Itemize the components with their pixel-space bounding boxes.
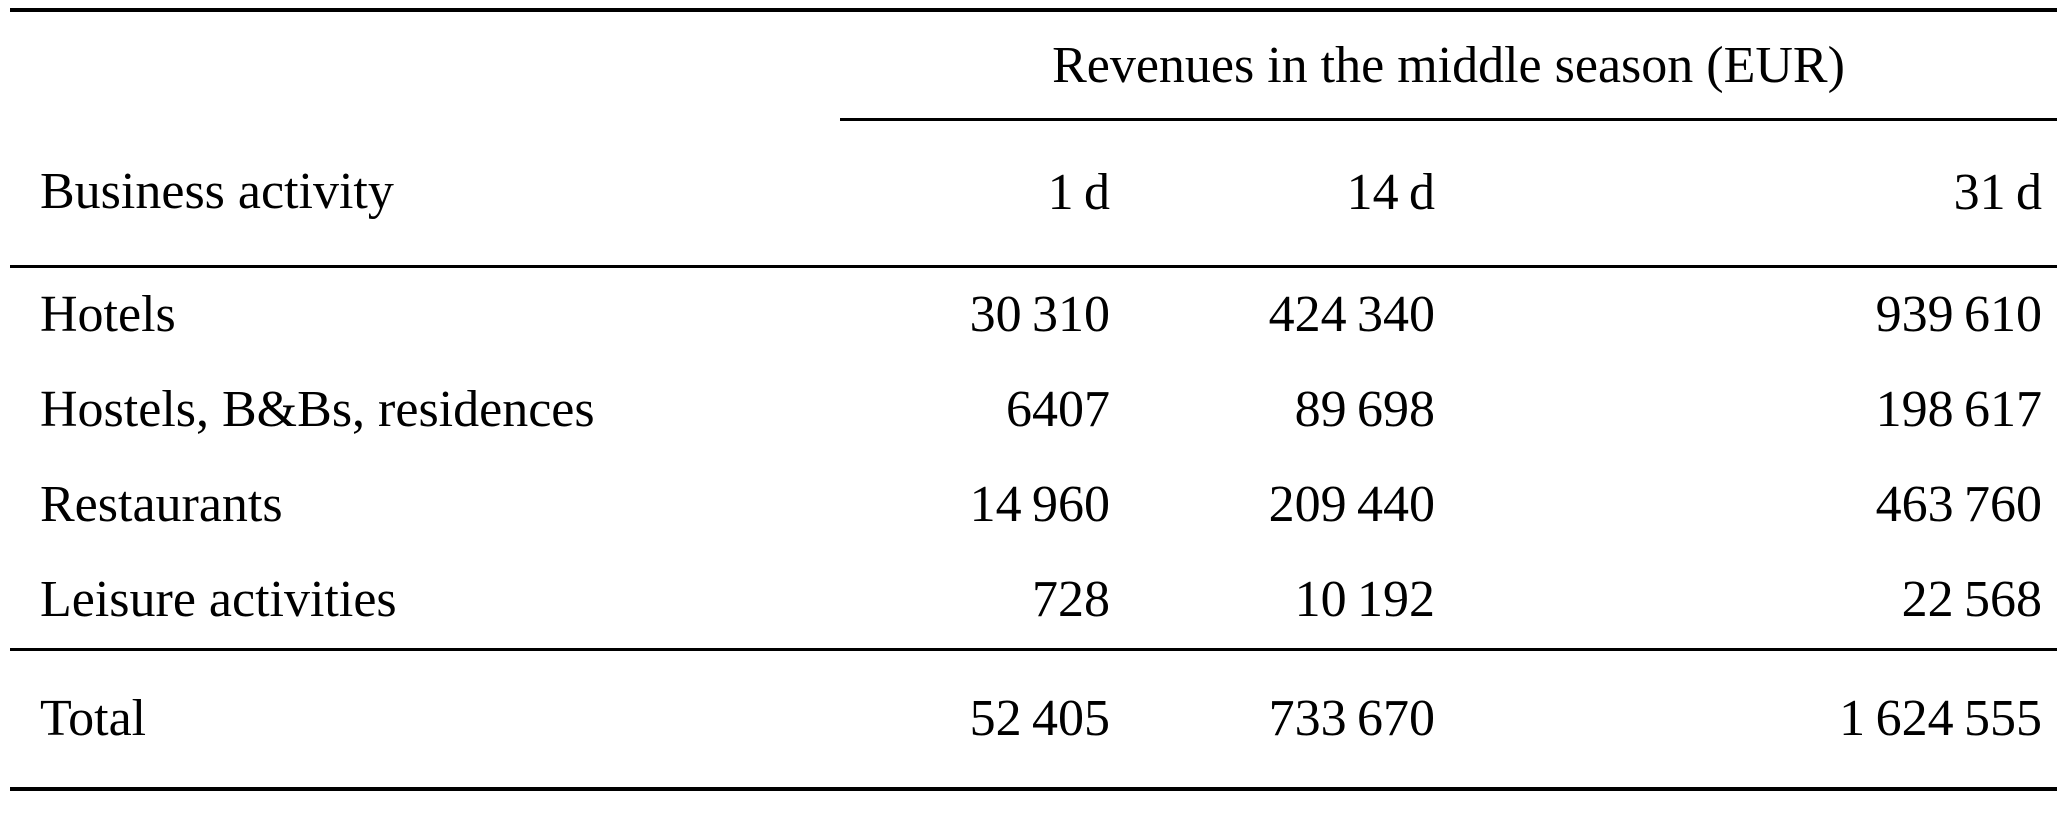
cell-value: 22 568 (1901, 571, 2042, 628)
span-header: Revenues in the middle season (EUR) (840, 10, 2057, 121)
column-header-row: Business activity 1 d 14 d 31 d (10, 120, 2057, 267)
col-header-business-activity: Business activity (40, 163, 394, 221)
cell-value: 424 340 (1268, 286, 1435, 343)
row-label: Leisure activities (40, 571, 397, 628)
total-label: Total (40, 690, 147, 747)
row-label: Hotels (40, 286, 176, 343)
cell-value: 209 440 (1268, 476, 1435, 533)
table-row: Hotels 30 310 424 340 939 610 (10, 267, 2057, 364)
row-label: Hostels, B&Bs, residences (40, 381, 595, 438)
table-row: Hostels, B&Bs, residences 6407 89 698 19… (10, 363, 2057, 458)
table-row: Restaurants 14 960 209 440 463 760 (10, 458, 2057, 553)
table-row: Leisure activities 728 10 192 22 568 (10, 553, 2057, 650)
cell-value: 198 617 (1875, 381, 2042, 438)
cell-value: 14 960 (969, 476, 1110, 533)
cell-value: 728 (1032, 571, 1110, 628)
cell-value: 463 760 (1875, 476, 2042, 533)
cell-value: 30 310 (969, 286, 1110, 343)
cell-value: 6407 (1006, 381, 1110, 438)
span-header-row: Revenues in the middle season (EUR) (10, 10, 2057, 121)
revenue-table: Revenues in the middle season (EUR) Busi… (10, 8, 2057, 791)
total-row: Total 52 405 733 670 1 624 555 (10, 649, 2057, 789)
total-value: 52 405 (969, 690, 1110, 747)
span-header-spacer (10, 10, 840, 120)
col-header-14d: 14 d (1346, 164, 1435, 221)
row-label: Restaurants (40, 476, 283, 533)
cell-value: 939 610 (1875, 286, 2042, 343)
cell-value: 89 698 (1294, 381, 1435, 438)
cell-value: 10 192 (1294, 571, 1435, 628)
col-header-1d: 1 d (1047, 164, 1110, 221)
col-header-31d: 31 d (1953, 164, 2042, 221)
total-value: 733 670 (1268, 690, 1435, 747)
total-value: 1 624 555 (1839, 690, 2042, 747)
